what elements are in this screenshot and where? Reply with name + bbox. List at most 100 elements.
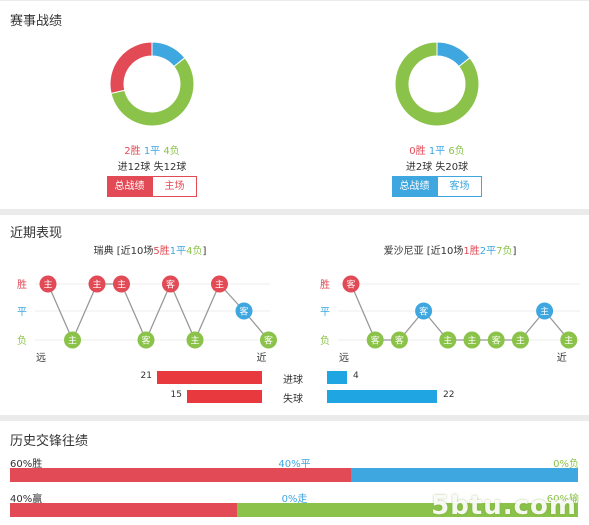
right-form-venue-label: 客 <box>346 279 355 291</box>
right-form-point <box>536 302 554 320</box>
history-result-bar <box>10 468 578 482</box>
right-form-point <box>415 302 433 320</box>
right-summary-prefix: [近10场 <box>423 246 464 257</box>
right-form-point <box>463 331 481 349</box>
history-loss-label: 0%负 <box>553 459 579 470</box>
right-form-venue-label: 主 <box>540 306 549 318</box>
right-legend-W: 胜 <box>320 279 330 291</box>
right-total-record-tab[interactable]: 总战绩 <box>392 176 437 197</box>
left-summary-close: ] <box>202 246 207 257</box>
left-legend-L: 负 <box>17 334 27 347</box>
left-draw-count: 1平 <box>143 146 161 157</box>
right-form-point <box>511 331 529 349</box>
right-form-venue-label: 客 <box>371 335 380 347</box>
right-form-point <box>487 331 505 349</box>
right-form-venue-label: 客 <box>395 335 404 347</box>
left-form-point <box>186 331 204 349</box>
right-form-venue-label: 主 <box>516 335 525 347</box>
right-form-venue-label: 客 <box>492 335 501 347</box>
right-draw-count: 1平 <box>428 146 446 157</box>
left-total-record-tab[interactable]: 总战绩 <box>107 176 152 197</box>
right-legend-D: 平 <box>320 307 330 318</box>
right-form-point <box>560 331 578 349</box>
left-scored-bar <box>157 371 262 384</box>
left-form-line <box>47 282 269 342</box>
left-record-donut <box>109 41 195 127</box>
left-conceded-value: 15 <box>170 390 182 400</box>
left-legend-D: 平 <box>17 307 27 318</box>
left-donut-loss-slice <box>110 57 195 127</box>
history-draw-segment <box>350 468 578 482</box>
left-goals-against: 失12球 <box>153 162 187 173</box>
left-loss-count: 4负 <box>163 146 180 157</box>
right-recent-wins: 1胜 <box>463 246 480 257</box>
left-record-summary: 2胜 1平 4负 <box>87 142 217 157</box>
left-form-venue-label: 主 <box>92 279 101 291</box>
recent-section-title: 近期表现 <box>10 226 63 241</box>
left-form-point <box>211 275 228 293</box>
history-handicap-bar <box>10 503 578 517</box>
right-form-venue-label: 主 <box>564 335 573 347</box>
left-win-count: 2胜 <box>124 146 141 157</box>
left-form-point <box>137 331 155 349</box>
right-form-point <box>366 331 384 349</box>
recent-panel: 近期表现 瑞典 [近10场5胜1平4负] 爱沙尼亚 [近10场1胜2平7负] 胜… <box>0 215 589 415</box>
right-form-point <box>342 275 360 293</box>
left-form-point <box>235 302 253 320</box>
record-panel: 赛事战绩 2胜 1平 4负 进12球 失12球 总战绩 主场 0胜 1平 6负 … <box>0 1 589 209</box>
left-form-venue-label: 客 <box>239 306 248 318</box>
right-conceded-value: 22 <box>443 390 455 400</box>
left-team-recent-header: 瑞典 [近10场5胜1平4负] <box>40 242 260 257</box>
right-conceded-bar <box>327 390 437 403</box>
left-form-venue-label: 主 <box>117 279 126 291</box>
left-form-point <box>162 275 179 293</box>
left-near-label: 近 <box>257 351 267 364</box>
left-recent-draws: 1平 <box>169 246 187 257</box>
right-goals-against: 失20球 <box>435 162 469 173</box>
right-form-point <box>439 331 457 349</box>
right-form-chart: 胜平负客客 客客主主客主主主远近 <box>320 275 580 364</box>
right-team-name: 爱沙尼亚 <box>383 246 424 257</box>
history-section-title: 历史交锋往绩 <box>10 434 89 449</box>
right-goals-for: 进2球 <box>405 162 433 173</box>
right-record-summary: 0胜 1平 6负 <box>372 142 502 157</box>
history-handicap-push-label: 0%走 <box>281 494 308 505</box>
history-draw-label: 40%平 <box>278 459 311 470</box>
watermark: 5btu.com <box>431 491 577 521</box>
history-panel: 历史交锋往绩 60%胜 40%平 0%负 40%赢 0%走 60%输 5btu.… <box>0 421 589 525</box>
right-form-point <box>390 331 408 349</box>
right-goals-summary: 进2球 失20球 <box>372 158 502 173</box>
left-far-label: 远 <box>36 352 46 364</box>
right-form-venue-label: 主 <box>443 335 452 347</box>
right-away-tab[interactable]: 客场 <box>437 176 482 197</box>
left-form-venue-label: 主 <box>215 279 224 291</box>
left-form-venue-label: 客 <box>141 335 150 347</box>
record-section-title: 赛事战绩 <box>10 14 63 29</box>
right-summary-close: ] <box>512 246 517 257</box>
left-legend-W: 胜 <box>17 279 27 291</box>
left-conceded-bar <box>187 390 262 403</box>
left-goals-summary: 进12球 失12球 <box>87 158 217 173</box>
left-form-venue-label: 客 <box>264 335 273 347</box>
left-recent-wins: 5胜 <box>153 246 170 257</box>
right-form-line <box>350 283 570 341</box>
left-form-point <box>64 331 81 349</box>
right-recent-losses: 7负 <box>496 246 513 257</box>
right-record-donut <box>394 41 480 127</box>
left-form-venue-label: 主 <box>190 335 199 347</box>
conceded-label: 失球 <box>283 394 303 405</box>
history-handicap-win-segment <box>10 503 238 517</box>
left-form-venue-label: 客 <box>166 279 175 291</box>
left-recent-losses: 4负 <box>186 246 203 257</box>
left-team-name: 瑞典 <box>93 246 114 257</box>
left-home-tab[interactable]: 主场 <box>152 176 197 197</box>
right-scored-value: 4 <box>353 371 359 381</box>
right-scored-bar <box>327 371 347 384</box>
history-win-label: 60%胜 <box>10 459 43 470</box>
right-form-venue-label: 客 <box>419 306 428 318</box>
right-legend-L: 负 <box>320 334 330 347</box>
left-form-point <box>260 331 277 349</box>
left-form-venue-label: 主 <box>68 335 77 347</box>
left-form-point <box>88 275 106 293</box>
scored-label: 进球 <box>283 375 303 386</box>
